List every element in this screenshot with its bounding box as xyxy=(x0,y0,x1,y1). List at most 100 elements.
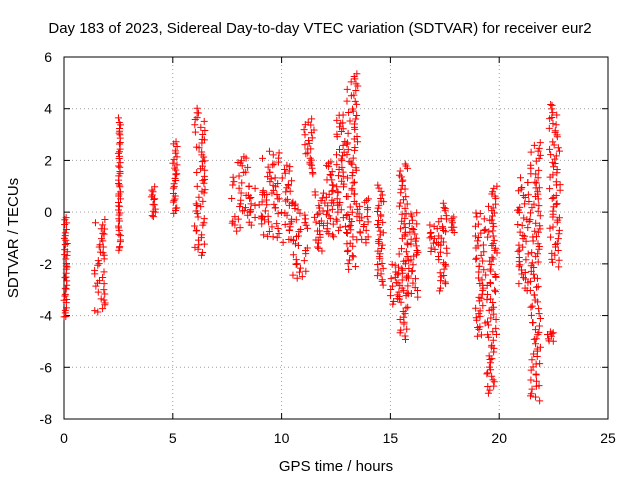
data-point xyxy=(404,253,412,261)
data-point xyxy=(434,240,442,248)
data-point xyxy=(407,290,415,298)
data-point xyxy=(234,159,242,167)
data-point xyxy=(479,241,487,249)
data-point xyxy=(114,114,122,122)
data-point xyxy=(314,211,322,219)
data-point xyxy=(308,164,316,172)
data-point xyxy=(311,188,319,196)
data-point xyxy=(397,173,405,181)
data-point xyxy=(552,121,560,129)
data-point xyxy=(530,291,538,299)
data-point xyxy=(517,174,525,182)
data-point xyxy=(402,248,410,256)
data-point xyxy=(62,255,70,263)
data-point xyxy=(284,180,292,188)
data-point xyxy=(531,326,539,334)
data-point xyxy=(404,303,412,311)
data-point xyxy=(486,257,494,265)
data-point xyxy=(515,241,523,249)
data-point xyxy=(114,149,122,157)
data-point xyxy=(353,133,361,141)
data-point xyxy=(556,181,564,189)
data-point xyxy=(229,181,237,189)
data-point xyxy=(344,246,352,254)
data-point xyxy=(149,188,157,196)
data-point xyxy=(320,222,328,230)
data-point xyxy=(438,223,446,231)
data-point xyxy=(301,211,309,219)
data-point xyxy=(344,139,352,147)
data-point xyxy=(115,119,123,127)
data-point xyxy=(377,211,385,219)
data-point xyxy=(398,210,406,218)
data-point xyxy=(549,109,557,117)
data-point xyxy=(251,184,259,192)
data-point xyxy=(275,154,283,162)
data-point xyxy=(478,276,486,284)
data-point xyxy=(97,295,105,303)
data-point xyxy=(169,198,177,206)
data-point xyxy=(531,296,539,304)
data-point xyxy=(548,249,556,257)
y-tick-label: 2 xyxy=(44,152,52,168)
data-point xyxy=(527,161,535,169)
data-point xyxy=(397,298,405,306)
data-point xyxy=(328,205,336,213)
data-point xyxy=(332,215,340,223)
data-point xyxy=(535,322,543,330)
data-point xyxy=(403,239,411,247)
data-point xyxy=(251,214,259,222)
data-point xyxy=(401,332,409,340)
data-point xyxy=(201,126,209,134)
data-point xyxy=(333,116,341,124)
data-point xyxy=(251,201,259,209)
data-point xyxy=(329,231,337,239)
data-point xyxy=(476,307,484,315)
data-point xyxy=(398,265,406,273)
data-point xyxy=(535,184,543,192)
data-point xyxy=(533,283,541,291)
data-point xyxy=(293,274,301,282)
data-point xyxy=(484,321,492,329)
data-point xyxy=(398,177,406,185)
data-point xyxy=(475,233,483,241)
data-point xyxy=(401,224,409,232)
data-point xyxy=(412,234,420,242)
data-point xyxy=(348,184,356,192)
data-point xyxy=(527,303,535,311)
data-point xyxy=(352,80,360,88)
data-point xyxy=(291,202,299,210)
data-point xyxy=(271,204,279,212)
data-point xyxy=(289,271,297,279)
data-point xyxy=(94,257,102,265)
data-point xyxy=(526,216,534,224)
data-point xyxy=(283,161,291,169)
data-point xyxy=(240,168,248,176)
data-point xyxy=(532,335,540,343)
data-point xyxy=(264,212,272,220)
data-point xyxy=(489,328,497,336)
data-point xyxy=(489,220,497,228)
data-point xyxy=(536,212,544,220)
data-point xyxy=(396,316,404,324)
data-point xyxy=(363,197,371,205)
data-point xyxy=(484,233,492,241)
data-point xyxy=(387,275,395,283)
data-point xyxy=(377,195,385,203)
data-point xyxy=(535,305,543,313)
data-point xyxy=(285,235,293,243)
data-point xyxy=(529,319,537,327)
data-point xyxy=(440,204,448,212)
data-point xyxy=(536,314,544,322)
chart-title: Day 183 of 2023, Sidereal Day-to-day VTE… xyxy=(48,20,591,37)
data-point xyxy=(285,167,293,175)
data-point xyxy=(257,212,265,220)
data-point xyxy=(549,171,557,179)
data-point xyxy=(549,223,557,231)
data-point xyxy=(170,209,178,217)
data-point xyxy=(396,281,404,289)
data-point xyxy=(320,189,328,197)
data-point xyxy=(339,119,347,127)
data-point xyxy=(480,215,488,223)
